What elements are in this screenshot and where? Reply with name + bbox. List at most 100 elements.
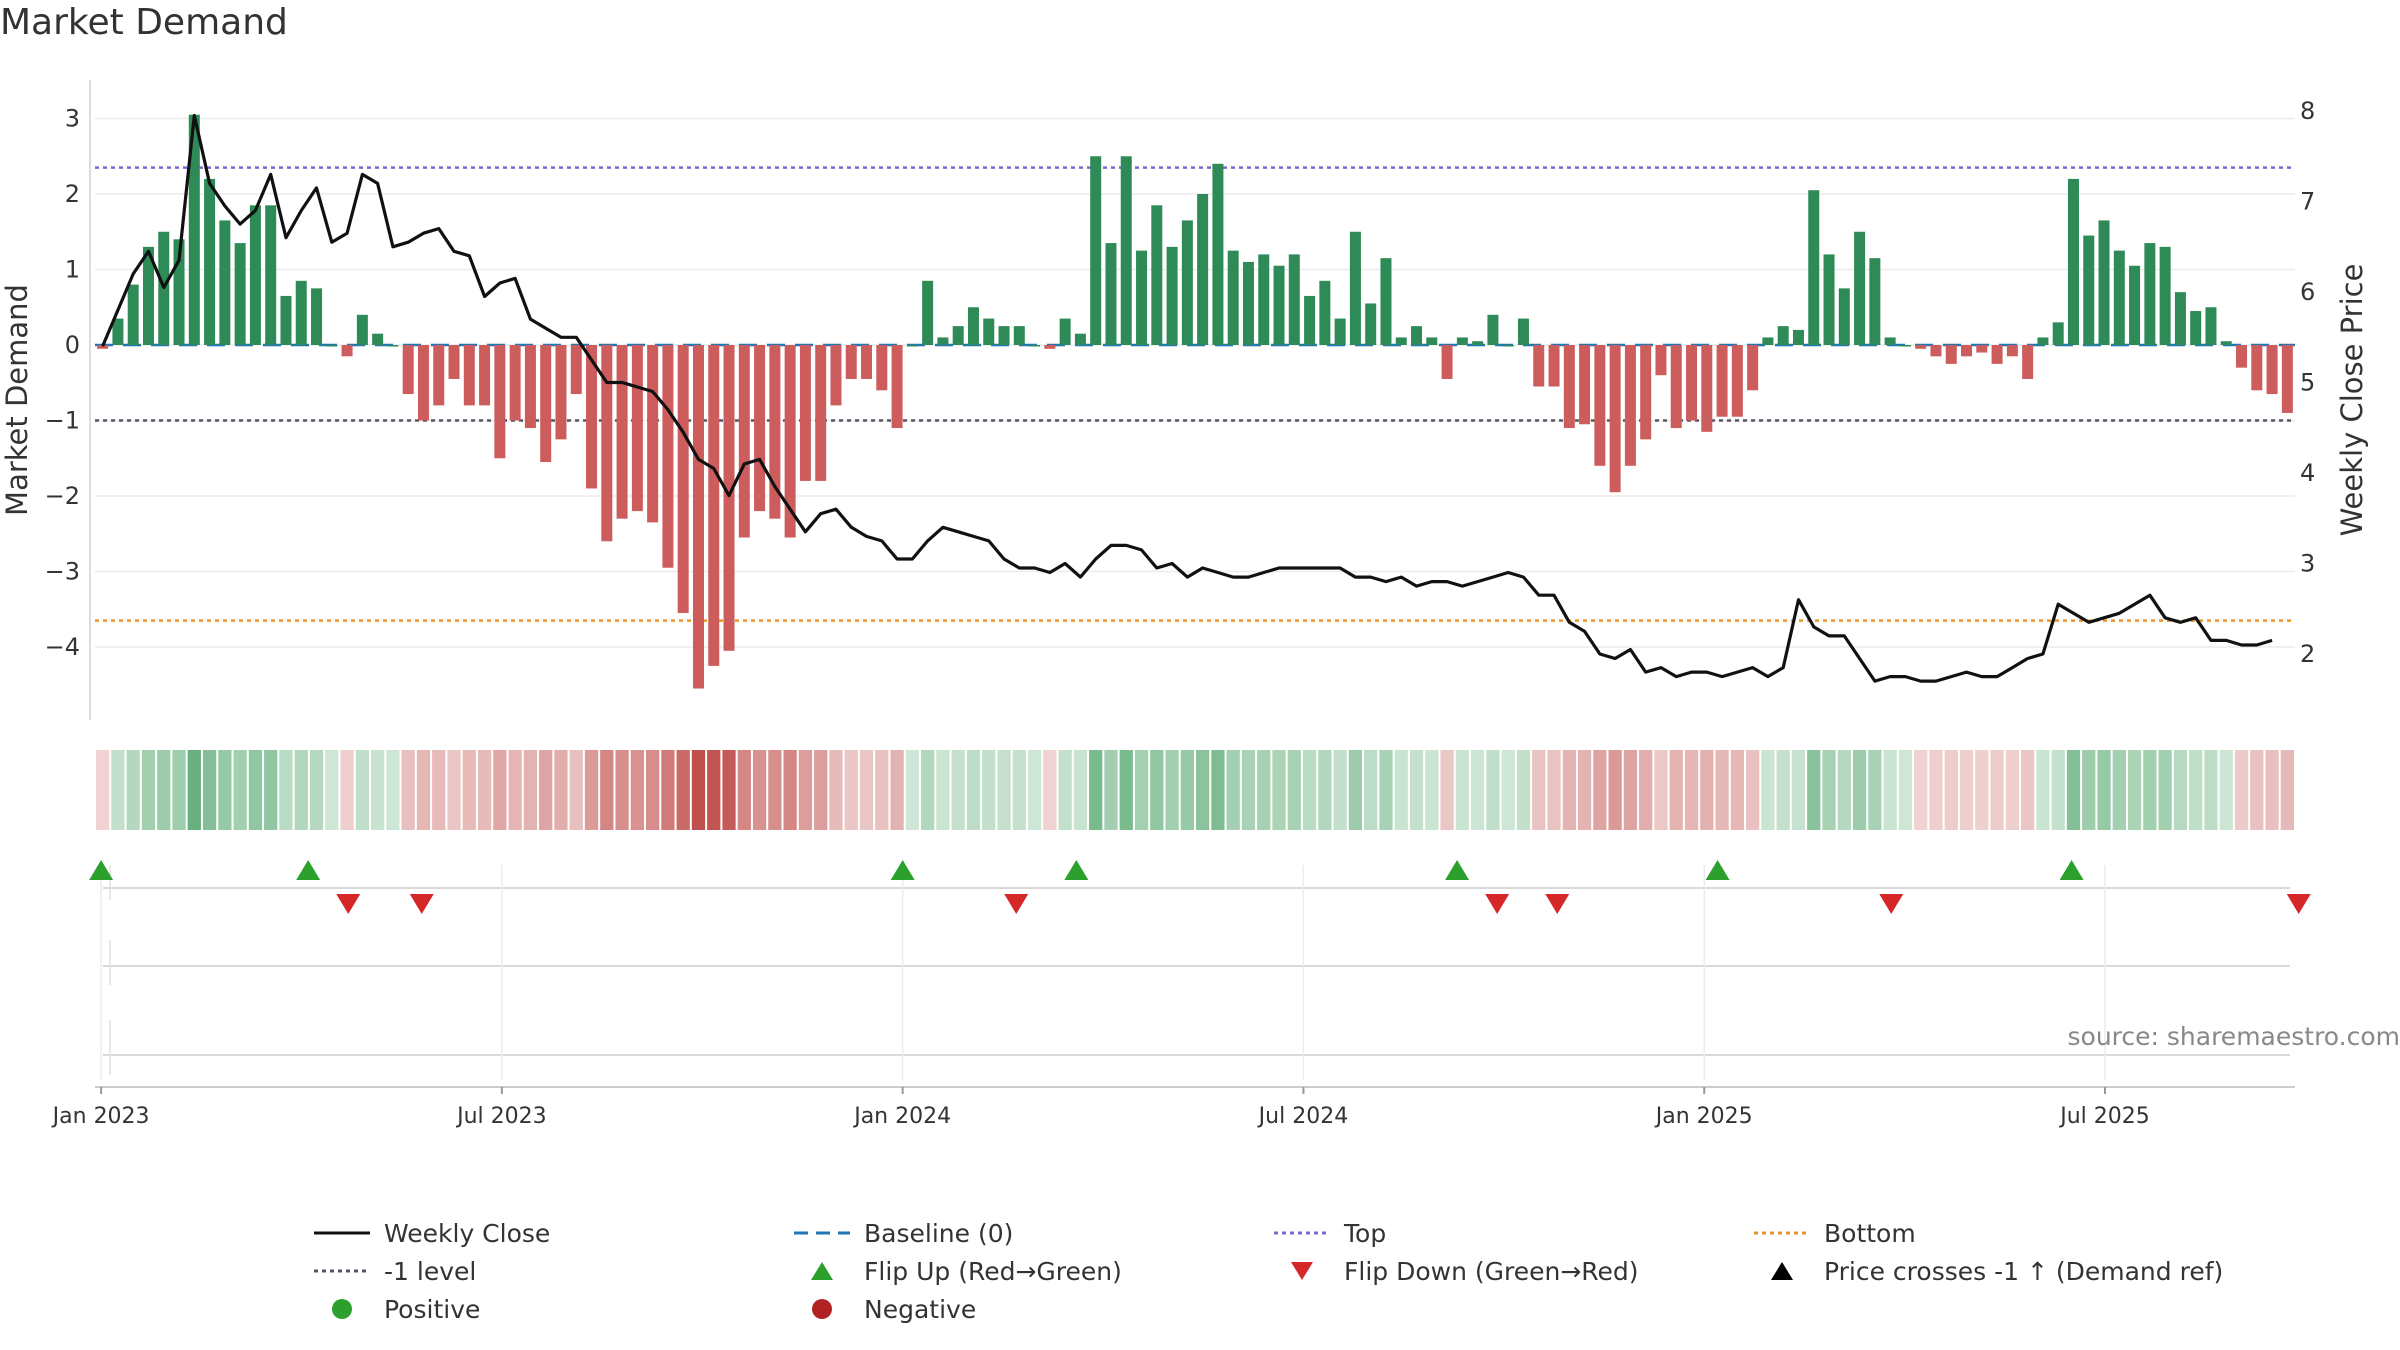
heat-cell [661, 750, 675, 830]
heat-cell [462, 750, 476, 830]
flip-up-marker [890, 860, 915, 880]
heat-cell [218, 750, 232, 830]
demand-bar [1090, 156, 1102, 345]
heat-cell [1134, 750, 1149, 830]
heat-cell [1898, 750, 1913, 830]
heat-cell [279, 750, 293, 830]
demand-bar [1579, 345, 1591, 425]
heat-cell [1883, 750, 1897, 830]
heat-cell [630, 750, 644, 830]
left-tick-label: 0 [65, 331, 80, 359]
legend-label: Top [1344, 1218, 1387, 1248]
heat-cell [646, 750, 660, 830]
heat-cell [325, 750, 339, 830]
demand-bar [1976, 345, 1988, 353]
legend-item: Flip Down (Green→Red) [1272, 1252, 1639, 1290]
heat-cell [1975, 750, 1989, 830]
demand-bar [937, 337, 949, 345]
flip-up-marker [1705, 860, 1730, 880]
heat-cell [569, 750, 583, 830]
heat-cell [1394, 750, 1408, 830]
heat-cell [1058, 750, 1072, 830]
flip-down-marker [336, 894, 361, 914]
demand-bar [1777, 326, 1789, 345]
reference-lines [95, 166, 2295, 622]
demand-bar [1349, 231, 1361, 345]
heat-cell [1501, 750, 1515, 830]
heat-cell [875, 750, 889, 830]
demand-bars [97, 114, 2293, 689]
demand-bar [1854, 231, 1866, 345]
demand-bar [1655, 345, 1667, 376]
heat-cell [340, 750, 354, 830]
x-tick-label: Jul 2025 [2058, 1104, 2150, 1129]
flip-up-marker [296, 860, 321, 880]
flip-down-marker [1879, 894, 1904, 914]
demand-bar [723, 345, 735, 651]
flip-markers [89, 860, 2311, 914]
demand-bar [311, 288, 323, 345]
right-tick-label: 3 [2300, 550, 2315, 578]
right-tick-label: 4 [2300, 459, 2315, 487]
heat-cell [859, 750, 874, 830]
heat-cell [584, 750, 599, 830]
demand-bar [1594, 345, 1606, 466]
heat-cell [1409, 750, 1424, 830]
x-tick-label: Jul 2023 [455, 1104, 547, 1129]
demand-bar [1838, 288, 1850, 345]
demand-bar [326, 345, 338, 347]
demand-bar [372, 333, 384, 345]
demand-bar [463, 345, 475, 406]
dot-swatch-icon [792, 1294, 852, 1324]
heat-cell [2189, 750, 2203, 830]
heat-cell [966, 750, 981, 830]
demand-bar [1059, 318, 1071, 345]
demand-bar [1899, 345, 1911, 347]
demand-bar [570, 345, 582, 395]
heat-cell [1990, 750, 2004, 830]
weekly-close-line [101, 113, 2273, 683]
heat-cell [309, 750, 324, 830]
price-line-layer [101, 113, 2273, 683]
heat-cell [1654, 750, 1668, 830]
demand-bar [952, 326, 964, 345]
triangleup-swatch-icon [792, 1256, 852, 1286]
demand-bar [2236, 345, 2248, 368]
flip-down-marker [1545, 894, 1570, 914]
demand-bar [662, 345, 674, 568]
right-tick-label: 8 [2300, 97, 2315, 125]
left-tick-label: 2 [65, 180, 80, 208]
legend-item: Weekly Close [312, 1214, 550, 1252]
left-tick-label: 3 [65, 105, 80, 133]
heat-cell [1425, 750, 1439, 830]
flip-down-marker [1004, 894, 1029, 914]
demand-bar [1029, 345, 1041, 347]
demand-bar [1395, 337, 1407, 345]
heat-cell [1440, 750, 1454, 830]
demand-bar [631, 345, 643, 512]
heat-cell [707, 750, 721, 830]
demand-bar [906, 345, 918, 347]
linedotted-swatch-icon [312, 1256, 372, 1286]
demand-bar [97, 345, 109, 349]
right-tick-label: 6 [2300, 278, 2315, 306]
heat-cell [2173, 750, 2188, 830]
heat-cell [1379, 750, 1393, 830]
demand-bar [127, 284, 139, 345]
demand-bar [692, 345, 704, 689]
demand-bar [2052, 322, 2064, 345]
heat-cell [691, 750, 706, 830]
demand-bar [356, 314, 368, 345]
demand-bar [1716, 345, 1728, 417]
demand-bar [891, 345, 903, 429]
demand-bar [1823, 254, 1835, 345]
demand-bar [1640, 345, 1652, 440]
demand-bar [1517, 318, 1529, 345]
heat-cell [1715, 750, 1729, 830]
demand-bar [2220, 341, 2232, 345]
demand-heat-strip [96, 750, 2294, 830]
legend-label: Flip Up (Red→Green) [864, 1256, 1122, 1286]
heat-cell [1791, 750, 1806, 830]
heat-cell [2280, 750, 2294, 830]
demand-bar [1456, 337, 1468, 345]
